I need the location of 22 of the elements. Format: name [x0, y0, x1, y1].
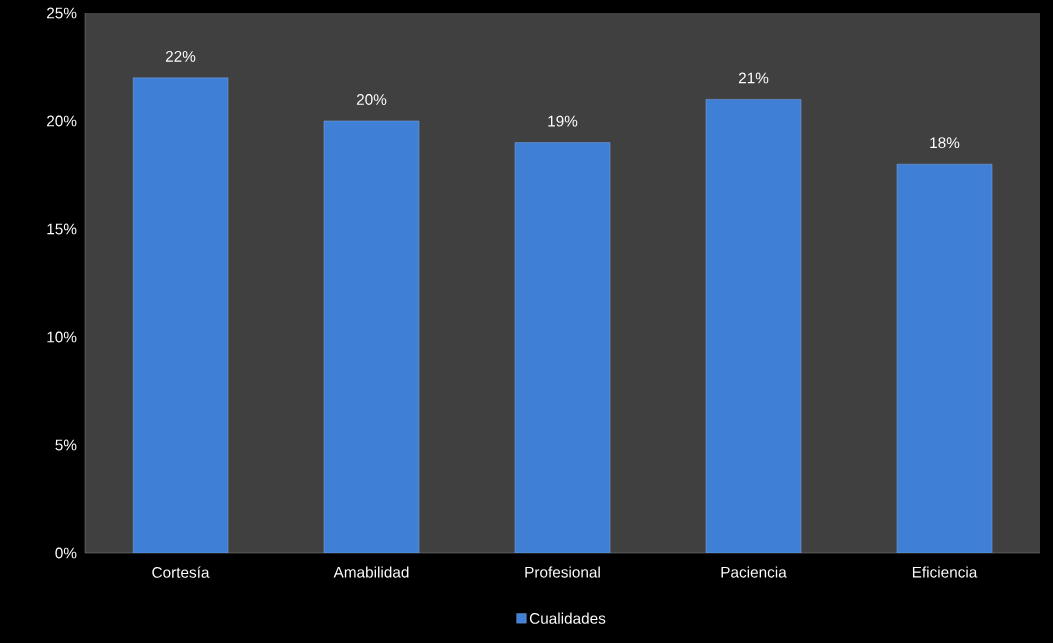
- y-tick-label: 20%: [47, 115, 77, 127]
- data-label: 19%: [548, 115, 578, 127]
- bar: [705, 99, 802, 553]
- data-label: 20%: [356, 94, 387, 105]
- y-tick-label: 10%: [47, 331, 77, 343]
- data-label: 18%: [930, 137, 960, 149]
- y-tick-label: 25%: [47, 7, 77, 19]
- bar: [896, 163, 993, 553]
- x-tick-label: Cortesía: [152, 566, 210, 578]
- bar: [514, 142, 611, 553]
- bar: [323, 120, 420, 553]
- legend-label: Cualidades: [529, 612, 606, 624]
- x-tick-label: Paciencia: [721, 566, 787, 578]
- data-label: 22%: [165, 50, 196, 62]
- x-tick-label: Profesional: [525, 566, 600, 578]
- y-tick-label: 0%: [55, 547, 77, 559]
- x-tick-label: Eficiencia: [912, 566, 978, 578]
- bar: [132, 77, 229, 553]
- y-tick-label: 5%: [55, 439, 77, 451]
- data-label: 21%: [738, 72, 769, 84]
- x-tick-label: Amabilidad: [333, 566, 409, 578]
- y-tick-label: 15%: [47, 223, 77, 235]
